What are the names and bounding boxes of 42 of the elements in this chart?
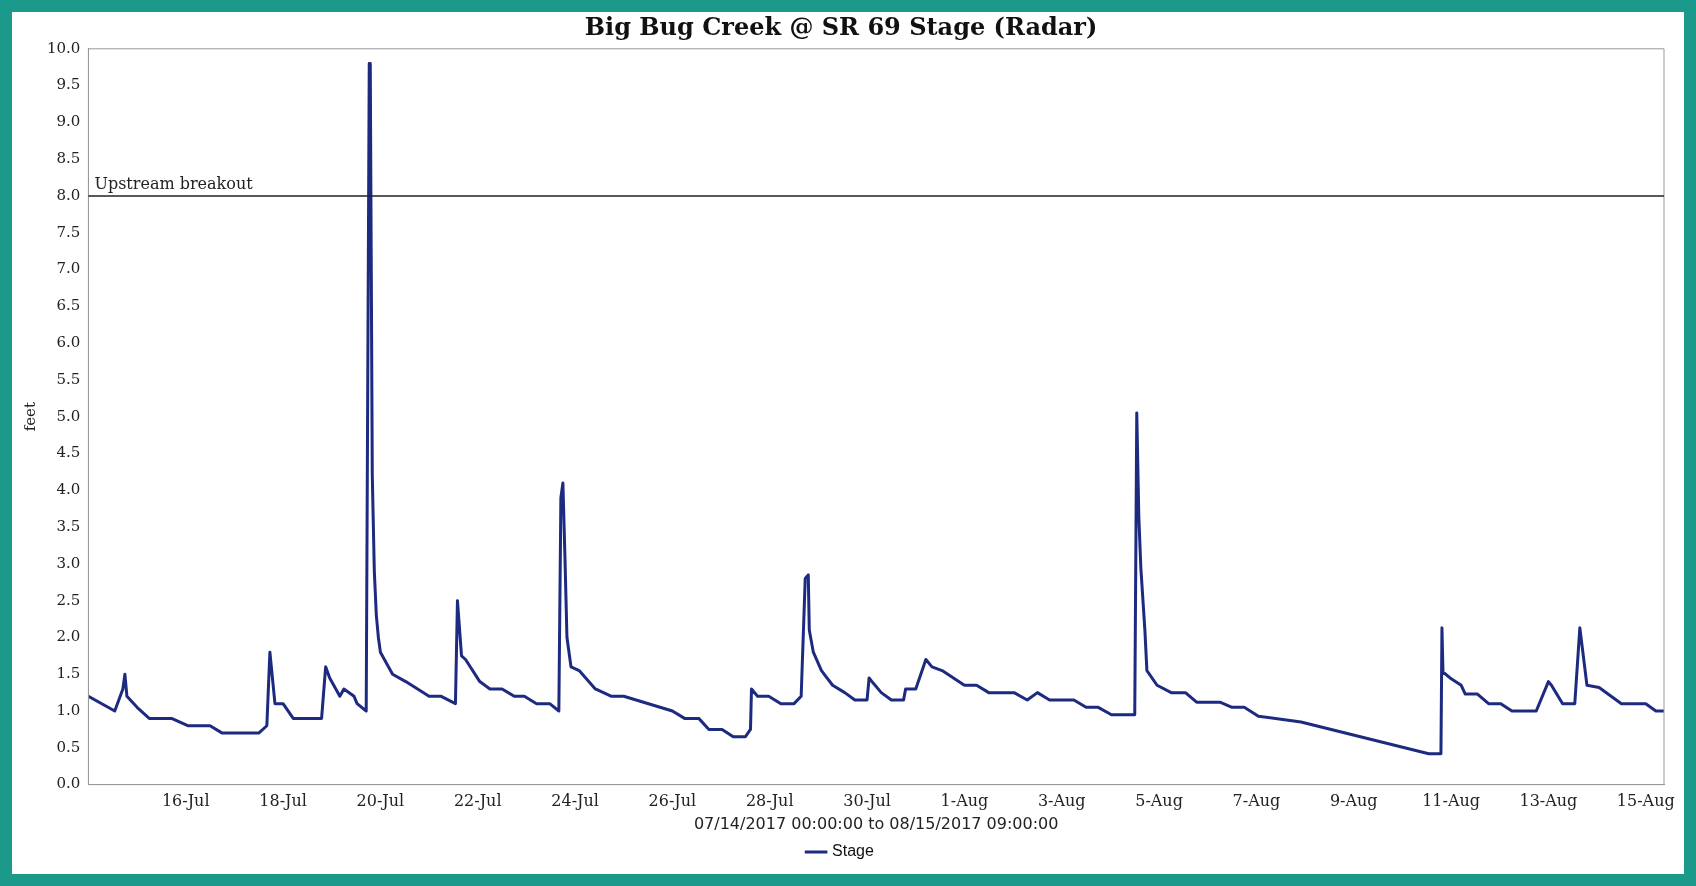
x-tick-label: 20-Jul <box>356 791 405 811</box>
y-tick-label: 4.0 <box>56 480 81 499</box>
y-tick-label: 0.0 <box>56 774 81 793</box>
x-tick-label: 11-Aug <box>1422 791 1481 811</box>
y-tick-label: 1.5 <box>56 664 81 683</box>
y-tick-label: 3.5 <box>56 516 81 535</box>
x-tick-label: 16-Jul <box>161 791 210 811</box>
x-tick-label: 1-Aug <box>940 791 989 811</box>
x-tick-label: 30-Jul <box>843 791 891 811</box>
chart-title: Big Bug Creek @ SR 69 Stage (Radar) <box>584 11 1098 41</box>
y-tick-label: 1.0 <box>56 700 81 719</box>
x-tick-label: 22-Jul <box>453 791 502 811</box>
y-tick-label: 3.0 <box>56 553 81 572</box>
y-tick-label: 6.5 <box>56 296 81 315</box>
legend-label: Stage <box>832 842 875 860</box>
ref-line-label: Upstream breakout <box>94 174 254 194</box>
x-tick-label: 7-Aug <box>1232 791 1281 811</box>
x-tick-label: 28-Jul <box>745 791 794 811</box>
y-tick-label: 7.0 <box>56 259 81 278</box>
x-tick-label: 26-Jul <box>648 791 697 811</box>
y-tick-label: 4.5 <box>56 443 81 462</box>
y-tick-label: 9.0 <box>56 112 81 131</box>
y-axis-title: feet <box>20 402 39 432</box>
y-tick-label: 5.0 <box>56 406 81 425</box>
x-tick-label: 15-Aug <box>1616 791 1675 811</box>
x-tick-label: 24-Jul <box>551 791 599 811</box>
y-tick-label: 7.5 <box>56 222 81 241</box>
y-tick-label: 5.5 <box>56 369 81 388</box>
y-tick-label: 10.0 <box>46 38 81 57</box>
x-tick-label: 9-Aug <box>1329 791 1378 811</box>
x-tick-label: 3-Aug <box>1037 791 1086 811</box>
y-tick-label: 0.5 <box>56 737 81 756</box>
y-tick-label: 2.0 <box>56 627 81 646</box>
y-tick-label: 2.5 <box>56 590 81 609</box>
x-tick-label: 18-Jul <box>259 791 307 811</box>
x-tick-label: 13-Aug <box>1519 791 1578 811</box>
x-tick-label: 5-Aug <box>1135 791 1183 811</box>
y-tick-label: 6.0 <box>56 333 81 352</box>
y-tick-label: 8.0 <box>56 185 81 204</box>
x-axis-title: 07/14/2017 00:00:00 to 08/15/2017 09:00:00 <box>693 813 1059 833</box>
y-tick-label: 9.5 <box>56 75 81 94</box>
y-tick-label: 8.5 <box>56 149 81 168</box>
